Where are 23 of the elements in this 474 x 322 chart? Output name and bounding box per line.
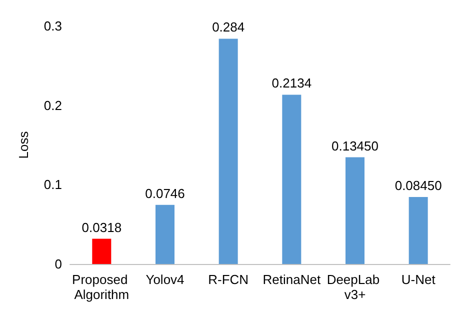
bar bbox=[156, 204, 174, 264]
bar bbox=[408, 196, 428, 264]
bar bbox=[282, 94, 302, 264]
x-tick-label: DeepLab v3+ bbox=[326, 272, 384, 302]
x-tick-label: U-Net bbox=[401, 272, 436, 287]
bar bbox=[218, 38, 238, 264]
y-tick-label: 0.2 bbox=[44, 98, 62, 113]
x-tick-label: R-FCN bbox=[208, 272, 249, 287]
y-tick-label: 0 bbox=[54, 256, 62, 272]
x-tick-label: Proposed Algorithm bbox=[72, 272, 132, 302]
x-tick-label: Yolov4 bbox=[146, 272, 184, 287]
data-label: 0.0746 bbox=[145, 186, 185, 201]
bar bbox=[346, 157, 364, 264]
y-tick-label: 0.3 bbox=[44, 18, 62, 34]
data-label: 0.0318 bbox=[82, 220, 122, 235]
data-label: 0.13450 bbox=[332, 138, 378, 154]
y-axis-title: Loss bbox=[16, 130, 31, 159]
data-label: 0.284 bbox=[212, 20, 245, 35]
bar bbox=[92, 238, 112, 264]
data-label: 0.08450 bbox=[394, 178, 442, 193]
data-label: 0.2134 bbox=[272, 76, 312, 91]
y-tick-label: 0.1 bbox=[44, 177, 62, 192]
x-tick-label: RetinaNet bbox=[262, 272, 321, 287]
